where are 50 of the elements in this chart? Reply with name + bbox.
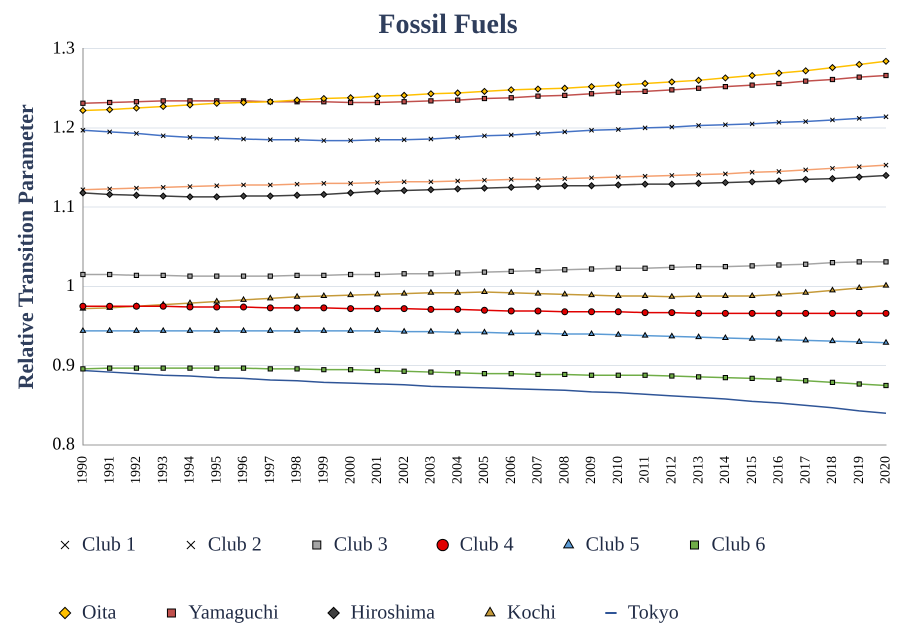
x-tick-label: 2002 [396, 456, 412, 484]
y-tick-label: 1.1 [52, 196, 75, 216]
x-tick-label: 2016 [772, 456, 787, 484]
x-tick-label: 2019 [852, 456, 867, 484]
x-tick-label: 2000 [343, 456, 358, 484]
legend-label: Club 1 [82, 533, 136, 556]
y-tick-label: 0.8 [52, 434, 75, 454]
x-tick-label: 1997 [262, 456, 278, 484]
x-tick-label: 2017 [798, 456, 814, 484]
x-tick-label: 1995 [209, 456, 224, 484]
x-tick-label: 2003 [424, 456, 439, 484]
x-tick-label: 1998 [290, 456, 305, 484]
legend-label: Club 6 [711, 533, 766, 556]
x-tick-label: 1990 [76, 456, 91, 484]
y-tick-label: 1 [66, 275, 75, 296]
x-tick-label: 2020 [878, 456, 894, 484]
x-tick-label: 1992 [129, 456, 144, 484]
x-tick-label: 2009 [584, 456, 600, 484]
legend-label: Club 2 [208, 533, 262, 556]
y-tick-label: 1.2 [52, 116, 75, 137]
legend-label: Tokyo [628, 601, 679, 624]
legend-label: Oita [82, 601, 117, 624]
x-tick-label: 2018 [825, 456, 840, 484]
legend-label: Yamaguchi [188, 601, 280, 624]
x-tick-label: 2005 [477, 456, 492, 484]
x-tick-label: 1991 [102, 456, 118, 484]
x-tick-label: 2014 [718, 456, 734, 484]
x-tick-label: 2010 [610, 456, 626, 484]
legend-label: Kochi [507, 601, 556, 624]
x-tick-label: 2007 [530, 456, 546, 484]
x-tick-label: 2006 [504, 456, 519, 484]
y-tick-label: 0.9 [52, 354, 75, 374]
x-tick-label: 1996 [236, 456, 252, 484]
x-tick-label: 1999 [316, 456, 332, 484]
legend-label: Club 3 [334, 533, 388, 556]
y-axis-title: Relative Transition Parameter [12, 104, 38, 390]
legend-label: Club 5 [586, 533, 640, 556]
legend-label: Club 4 [460, 533, 514, 556]
x-tick-label: 1994 [182, 456, 198, 484]
x-tick-label: 2008 [557, 456, 572, 484]
legend-label: Hiroshima [350, 601, 436, 624]
x-tick-label: 1993 [156, 456, 171, 484]
x-tick-label: 2004 [450, 456, 466, 484]
x-tick-label: 2011 [638, 456, 653, 484]
chart-title: Fossil Fuels [378, 9, 518, 40]
x-tick-label: 2013 [691, 456, 706, 484]
x-tick-label: 2012 [664, 456, 680, 484]
x-tick-label: 2015 [744, 456, 760, 484]
y-tick-label: 1.3 [52, 37, 75, 58]
x-tick-label: 2001 [370, 456, 386, 484]
